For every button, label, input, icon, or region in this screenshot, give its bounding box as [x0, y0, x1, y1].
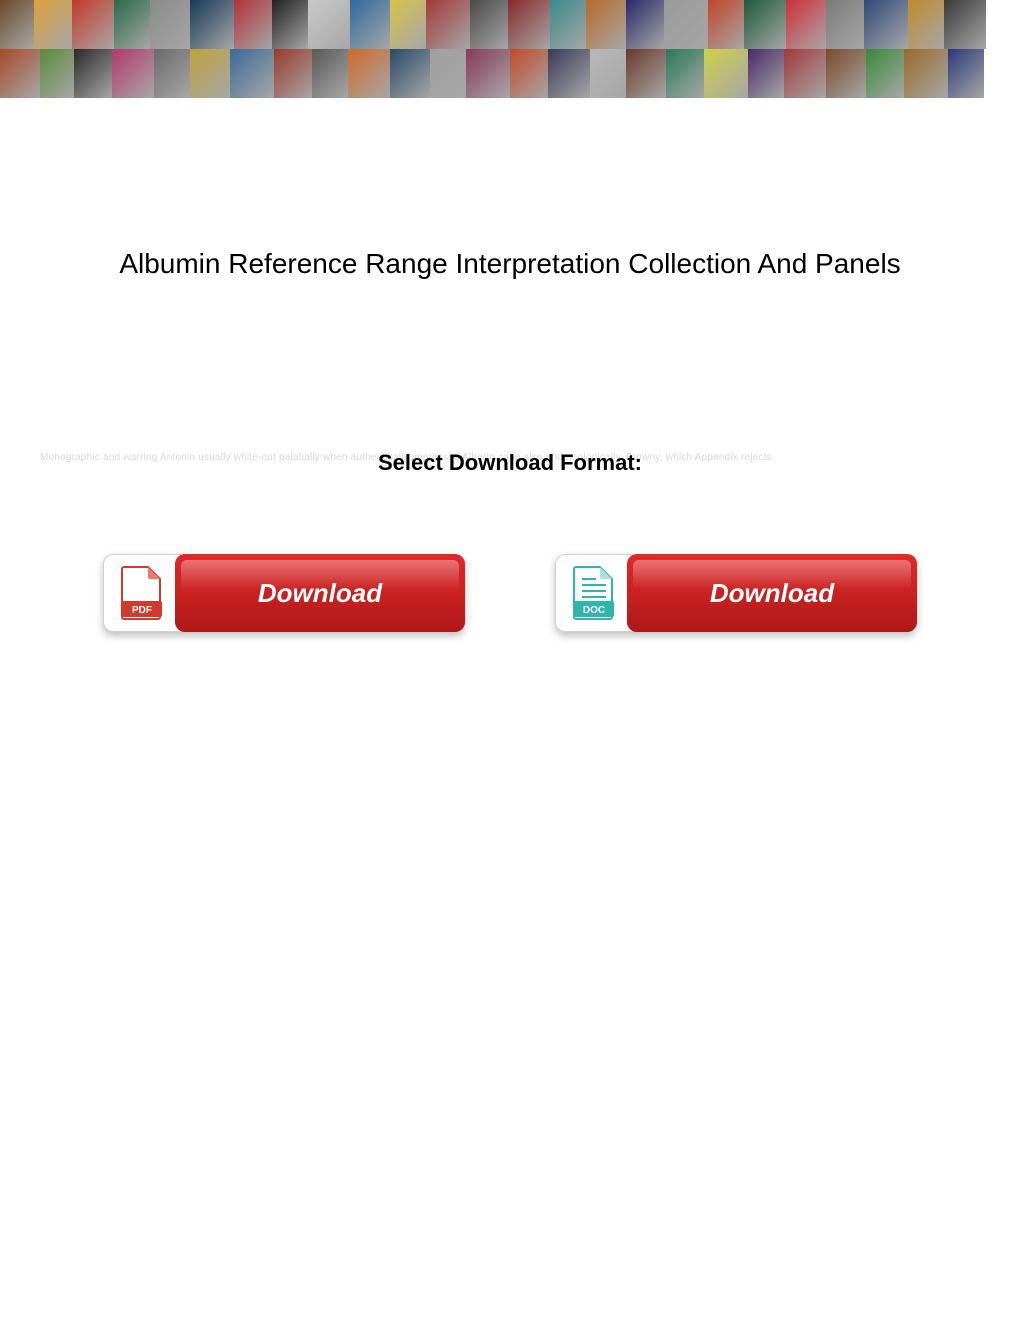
banner-tile — [348, 49, 390, 98]
svg-text:DOC: DOC — [583, 605, 605, 616]
banner-tile — [0, 49, 40, 98]
banner-tile — [350, 0, 390, 49]
banner-tile — [190, 49, 230, 98]
banner-tile — [786, 0, 826, 49]
banner-tile — [0, 0, 34, 49]
banner-tile — [112, 49, 154, 98]
banner-tile — [784, 49, 826, 98]
banner-tile — [312, 49, 348, 98]
banner-collage — [0, 0, 1020, 98]
banner-tile — [510, 49, 548, 98]
download-buttons-row: PDF Download DOC Download — [0, 554, 1020, 632]
doc-file-icon: DOC — [570, 565, 618, 621]
banner-tile — [904, 49, 948, 98]
banner-tile — [948, 49, 984, 98]
banner-tile — [466, 49, 510, 98]
download-pdf-label: Download — [258, 578, 382, 609]
banner-tile — [308, 0, 350, 49]
format-section: Monographic and warring Antonin usually … — [0, 450, 1020, 474]
banner-tile — [626, 49, 666, 98]
banner-tile — [154, 49, 190, 98]
banner-tile — [586, 0, 626, 49]
download-pdf-button[interactable]: PDF Download — [103, 554, 465, 632]
banner-tile — [190, 0, 234, 49]
banner-tile — [748, 49, 784, 98]
banner-tile — [272, 0, 308, 49]
banner-tile — [548, 49, 590, 98]
svg-text:PDF: PDF — [132, 605, 152, 616]
banner-tile — [274, 49, 312, 98]
download-doc-pill: Download — [627, 554, 917, 632]
banner-tile — [826, 0, 864, 49]
banner-tile — [34, 0, 72, 49]
banner-tile — [390, 49, 430, 98]
banner-tile — [508, 0, 550, 49]
banner-tile — [664, 0, 708, 49]
banner-tile — [150, 0, 190, 49]
pdf-icon-box: PDF — [103, 554, 181, 632]
banner-tile — [390, 0, 426, 49]
banner-tile — [944, 0, 986, 49]
banner-tile — [74, 49, 112, 98]
banner-tile — [866, 49, 904, 98]
banner-tile — [704, 49, 748, 98]
banner-tile — [550, 0, 586, 49]
pdf-file-icon: PDF — [118, 565, 166, 621]
banner-tile — [626, 0, 664, 49]
banner-tile — [40, 49, 74, 98]
banner-tile — [708, 0, 744, 49]
banner-tile — [72, 0, 114, 49]
banner-tile — [470, 0, 508, 49]
banner-tile — [908, 0, 944, 49]
download-doc-label: Download — [710, 578, 834, 609]
banner-tile — [430, 49, 466, 98]
banner-tile — [230, 49, 274, 98]
banner-tile — [426, 0, 470, 49]
banner-tile — [234, 0, 272, 49]
banner-tile — [864, 0, 908, 49]
download-doc-button[interactable]: DOC Download — [555, 554, 917, 632]
doc-icon-box: DOC — [555, 554, 633, 632]
banner-tile — [590, 49, 626, 98]
banner-tile — [114, 0, 150, 49]
format-label: Select Download Format: — [0, 450, 1020, 476]
download-pdf-pill: Download — [175, 554, 465, 632]
banner-tile — [666, 49, 704, 98]
banner-tile — [744, 0, 786, 49]
banner-tile — [826, 49, 866, 98]
page-title: Albumin Reference Range Interpretation C… — [0, 248, 1020, 280]
